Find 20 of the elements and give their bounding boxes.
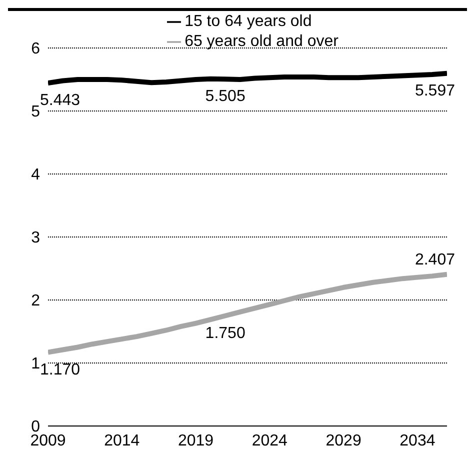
data-label: 5.597 (414, 82, 456, 100)
x-tick-label: 2019 (178, 432, 214, 450)
y-tick-label: 2 (31, 292, 40, 310)
data-label: 5.443 (40, 92, 80, 110)
legend-label: 65 years old and over (184, 33, 338, 50)
data-label: 1.750 (205, 324, 246, 342)
data-label: 2.407 (414, 251, 456, 268)
data-label: 1.170 (40, 361, 80, 378)
x-tick-label: 2014 (104, 432, 140, 450)
legend-label: 15 to 64 years old (184, 13, 312, 30)
y-tick-label: 5 (31, 104, 40, 121)
y-tick-label: 6 (31, 40, 40, 58)
y-tick-label: 1 (31, 356, 40, 373)
x-tick-label: 2009 (30, 432, 66, 450)
y-tick-label: 3 (31, 230, 40, 247)
y-tick-label: 4 (31, 166, 40, 184)
x-tick-label: 2034 (400, 432, 436, 450)
x-tick-label: 2024 (252, 432, 288, 450)
x-tick-label: 2029 (326, 432, 362, 450)
data-label: 5.505 (205, 88, 246, 106)
